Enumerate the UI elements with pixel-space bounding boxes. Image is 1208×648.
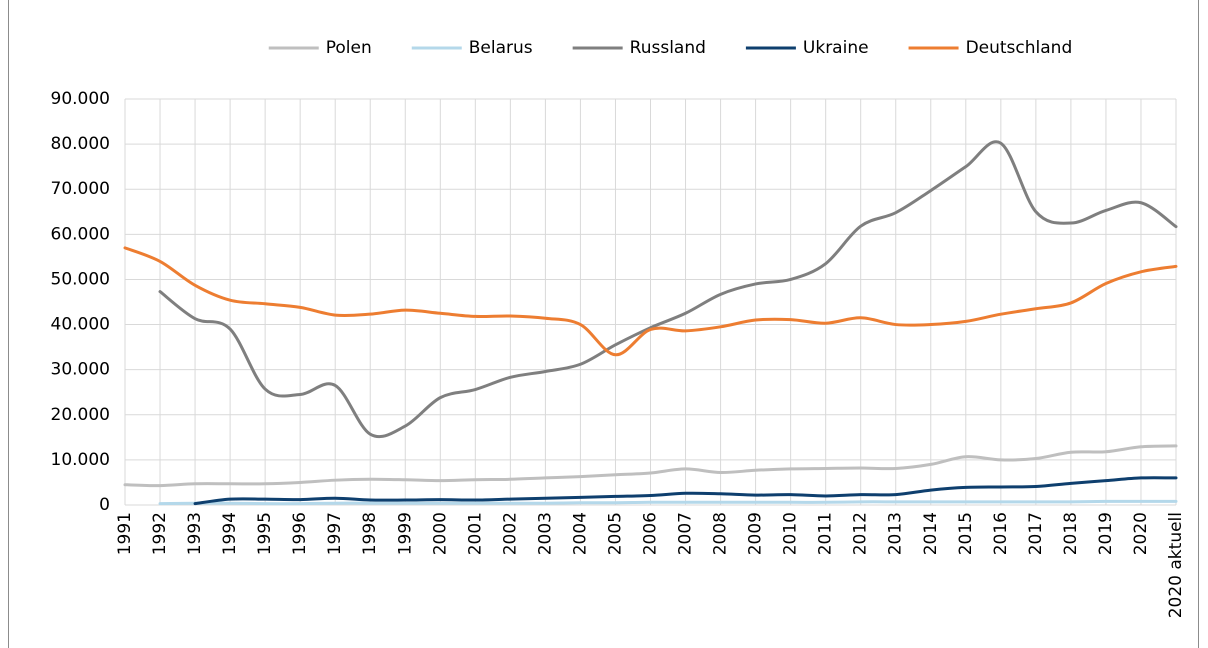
x-tick-label: 2020 — [1131, 512, 1151, 555]
x-tick-label: 2005 — [605, 512, 625, 555]
x-tick-label: 1997 — [325, 512, 345, 555]
y-tick-label: 90.000 — [51, 89, 110, 109]
x-tick-label: 2013 — [886, 512, 906, 555]
legend-label: Belarus — [469, 38, 533, 58]
y-tick-label: 20.000 — [51, 405, 110, 425]
series-line — [158, 499, 1178, 506]
legend-label: Ukraine — [803, 38, 869, 58]
series-line — [123, 246, 1178, 357]
x-tick-label: 1992 — [150, 512, 170, 555]
x-tick-label: 1993 — [185, 512, 205, 555]
y-tick-label: 60.000 — [51, 224, 110, 244]
x-tick-label: 2011 — [816, 512, 836, 555]
x-tick-label: 2017 — [1026, 512, 1046, 555]
x-tick-label: 2009 — [746, 512, 766, 555]
x-tick-label: 2016 — [991, 512, 1011, 555]
series-line — [123, 444, 1178, 488]
y-tick-label: 50.000 — [51, 269, 110, 289]
y-tick-label: 0 — [99, 495, 110, 515]
x-tick-label: 1999 — [395, 512, 415, 555]
x-tick-label: 2001 — [465, 512, 485, 555]
x-tick-label: 2018 — [1061, 512, 1081, 555]
legend-label: Polen — [326, 38, 372, 58]
y-tick-label: 70.000 — [51, 179, 110, 199]
x-tick-label: 2010 — [781, 512, 801, 555]
chart-frame — [8, 0, 1199, 648]
x-tick-label: 2006 — [641, 512, 661, 555]
y-tick-label: 30.000 — [51, 360, 110, 380]
series-line — [193, 476, 1178, 506]
x-tick-label: 2015 — [956, 512, 976, 555]
x-tick-label: 2012 — [851, 512, 871, 555]
x-tick-label: 1998 — [360, 512, 380, 555]
legend-label: Russland — [630, 38, 706, 58]
x-tick-label: 2008 — [711, 512, 731, 555]
x-tick-label: 2020 aktuell — [1166, 512, 1186, 618]
x-tick-label: 1996 — [290, 512, 310, 555]
series-line — [158, 140, 1178, 439]
legend-label: Deutschland — [966, 38, 1073, 58]
y-tick-label: 40.000 — [51, 315, 110, 335]
x-tick-label: 2004 — [570, 512, 590, 555]
x-tick-label: 2007 — [676, 512, 696, 555]
x-tick-label: 2002 — [500, 512, 520, 555]
x-tick-label: 1995 — [255, 512, 275, 555]
y-tick-label: 80.000 — [51, 134, 110, 154]
y-tick-label: 10.000 — [51, 450, 110, 470]
x-tick-label: 2019 — [1096, 512, 1116, 555]
x-tick-label: 1991 — [115, 512, 135, 555]
x-tick-label: 2014 — [921, 512, 941, 555]
x-tick-label: 2000 — [430, 512, 450, 555]
x-tick-label: 1994 — [220, 512, 240, 555]
x-tick-label: 2003 — [535, 512, 555, 555]
